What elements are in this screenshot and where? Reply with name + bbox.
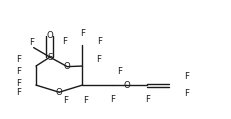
Text: F: F xyxy=(144,95,149,104)
Text: S: S xyxy=(47,53,52,62)
Text: F: F xyxy=(79,29,85,38)
Text: O: O xyxy=(46,31,53,40)
Text: F: F xyxy=(16,55,21,64)
Text: F: F xyxy=(83,96,88,105)
Text: F: F xyxy=(97,37,102,46)
Text: F: F xyxy=(183,89,188,98)
Text: F: F xyxy=(96,55,101,64)
Text: O: O xyxy=(55,88,62,97)
Text: O: O xyxy=(122,81,129,90)
Text: F: F xyxy=(16,67,21,76)
Text: O: O xyxy=(64,62,70,71)
Text: F: F xyxy=(29,38,34,47)
Text: F: F xyxy=(62,37,67,46)
Text: F: F xyxy=(109,95,115,104)
Text: F: F xyxy=(16,88,21,97)
Text: F: F xyxy=(183,72,188,81)
Text: F: F xyxy=(116,67,122,77)
Text: F: F xyxy=(16,79,21,88)
Text: F: F xyxy=(63,96,68,105)
